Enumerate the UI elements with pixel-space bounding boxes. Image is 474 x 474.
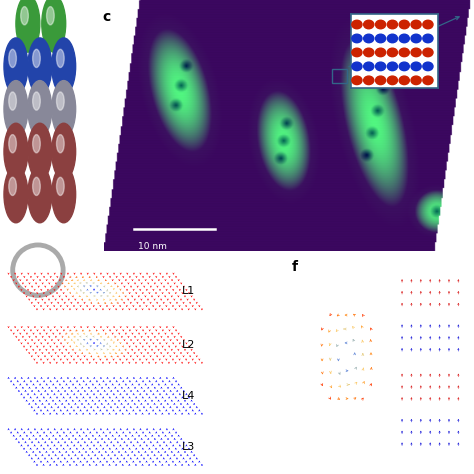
Circle shape xyxy=(56,177,64,195)
Bar xyxy=(332,69,347,83)
Circle shape xyxy=(28,123,52,180)
Circle shape xyxy=(4,81,28,137)
Circle shape xyxy=(21,7,28,25)
Text: 10 nm: 10 nm xyxy=(137,242,166,251)
Circle shape xyxy=(352,48,362,57)
Circle shape xyxy=(364,76,374,84)
Circle shape xyxy=(387,62,398,71)
Circle shape xyxy=(33,49,40,67)
Circle shape xyxy=(46,7,54,25)
Circle shape xyxy=(375,62,386,71)
Circle shape xyxy=(411,34,421,43)
Circle shape xyxy=(28,38,52,95)
Circle shape xyxy=(375,76,386,84)
Circle shape xyxy=(423,76,433,84)
Circle shape xyxy=(399,76,410,84)
Circle shape xyxy=(352,62,362,71)
Circle shape xyxy=(56,135,64,153)
Circle shape xyxy=(33,177,40,195)
Circle shape xyxy=(9,92,17,110)
Circle shape xyxy=(364,62,374,71)
Text: L4: L4 xyxy=(182,391,195,401)
Circle shape xyxy=(411,20,421,29)
Circle shape xyxy=(399,62,410,71)
Circle shape xyxy=(56,49,64,67)
Circle shape xyxy=(423,20,433,29)
Circle shape xyxy=(352,76,362,84)
Circle shape xyxy=(9,177,17,195)
Text: L2: L2 xyxy=(182,340,195,350)
Circle shape xyxy=(28,81,52,137)
Circle shape xyxy=(387,20,398,29)
Circle shape xyxy=(411,76,421,84)
Circle shape xyxy=(33,92,40,110)
Circle shape xyxy=(423,48,433,57)
Circle shape xyxy=(52,166,76,223)
Circle shape xyxy=(4,166,28,223)
Circle shape xyxy=(399,34,410,43)
Circle shape xyxy=(364,20,374,29)
Circle shape xyxy=(375,20,386,29)
Circle shape xyxy=(399,20,410,29)
Circle shape xyxy=(352,34,362,43)
Circle shape xyxy=(52,81,76,137)
Circle shape xyxy=(16,0,40,52)
Text: L1: L1 xyxy=(182,286,195,296)
Circle shape xyxy=(411,62,421,71)
Circle shape xyxy=(33,135,40,153)
Text: f: f xyxy=(292,260,298,274)
Circle shape xyxy=(352,20,362,29)
Circle shape xyxy=(387,48,398,57)
Circle shape xyxy=(423,62,433,71)
Circle shape xyxy=(375,48,386,57)
Circle shape xyxy=(4,123,28,180)
Circle shape xyxy=(56,92,64,110)
Circle shape xyxy=(375,34,386,43)
Circle shape xyxy=(9,49,17,67)
Text: c: c xyxy=(102,10,111,25)
Circle shape xyxy=(52,38,76,95)
Circle shape xyxy=(399,48,410,57)
Circle shape xyxy=(364,34,374,43)
Circle shape xyxy=(387,76,398,84)
Circle shape xyxy=(28,166,52,223)
Circle shape xyxy=(423,34,433,43)
Circle shape xyxy=(52,123,76,180)
Circle shape xyxy=(364,48,374,57)
Circle shape xyxy=(387,34,398,43)
Circle shape xyxy=(42,0,66,52)
Circle shape xyxy=(411,48,421,57)
Circle shape xyxy=(4,38,28,95)
Text: L3: L3 xyxy=(182,442,195,452)
Circle shape xyxy=(9,135,17,153)
